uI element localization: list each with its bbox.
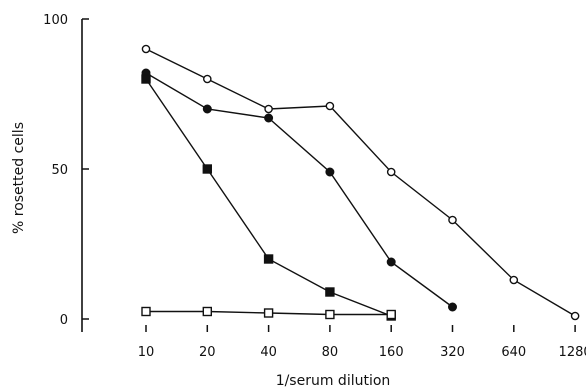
series-layer bbox=[141, 44, 580, 321]
x-axis-title: 1/serum dilution bbox=[276, 373, 391, 389]
data-point-filled-circle bbox=[202, 104, 212, 114]
data-point-filled-circle bbox=[264, 113, 274, 123]
data-point-open-circle bbox=[202, 74, 212, 84]
data-point-open-circle bbox=[448, 215, 457, 225]
data-point-open-circle bbox=[141, 44, 151, 54]
x-tick-label: 1280 bbox=[559, 345, 586, 360]
data-point-open-square bbox=[325, 309, 335, 320]
data-point-filled-square bbox=[141, 74, 151, 84]
x-tick-label: 640 bbox=[501, 345, 526, 360]
data-point-open-square bbox=[386, 309, 396, 320]
series-line bbox=[145, 72, 453, 308]
x-tick-label: 40 bbox=[260, 345, 277, 360]
series-line bbox=[145, 48, 576, 317]
data-point-filled-circle bbox=[386, 257, 396, 267]
data-point-filled-circle bbox=[448, 302, 458, 312]
x-tick-label: 20 bbox=[199, 345, 216, 360]
data-point-filled-square bbox=[325, 287, 335, 297]
x-tick-label: 80 bbox=[322, 345, 339, 360]
y-tick-label: 100 bbox=[43, 13, 68, 28]
data-point-open-circle bbox=[264, 104, 273, 114]
series-open-square bbox=[141, 306, 396, 320]
x-ticks: 10 20 40 80 160 320 640 1280 bbox=[138, 325, 586, 360]
series-filled-circle bbox=[141, 68, 458, 312]
data-point-filled-circle bbox=[325, 167, 335, 177]
y-axis-title: % rosetted cells bbox=[11, 122, 27, 234]
y-tick-label: 0 bbox=[60, 313, 68, 328]
y-ticks: 0 50 100 bbox=[43, 13, 89, 328]
series-open-circle bbox=[141, 44, 580, 321]
x-tick-label: 320 bbox=[440, 345, 465, 360]
data-point-filled-square bbox=[202, 164, 213, 174]
y-tick-label: 50 bbox=[51, 163, 68, 178]
x-tick-label: 160 bbox=[379, 345, 404, 360]
data-point-open-square bbox=[202, 306, 213, 317]
data-point-filled-square bbox=[263, 254, 274, 264]
data-point-open-circle bbox=[386, 167, 396, 177]
data-point-open-circle bbox=[325, 101, 335, 111]
data-point-open-circle bbox=[509, 275, 519, 285]
x-tick-label: 10 bbox=[138, 345, 155, 360]
data-point-open-square bbox=[263, 308, 274, 318]
data-point-open-circle bbox=[570, 311, 580, 321]
data-point-open-square bbox=[141, 306, 151, 317]
